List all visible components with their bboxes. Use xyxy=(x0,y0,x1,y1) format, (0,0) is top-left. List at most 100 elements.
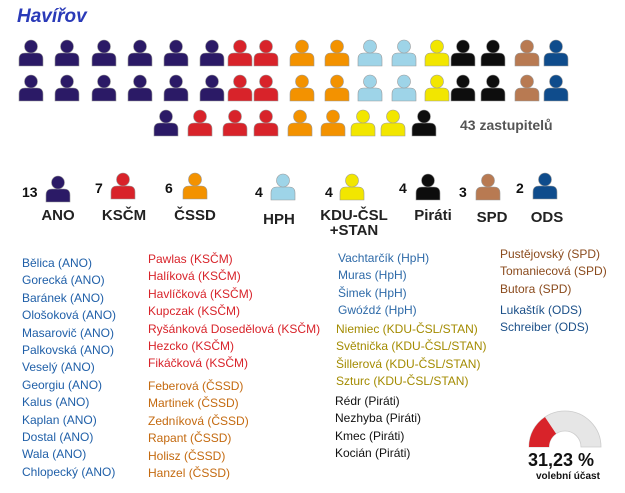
member-name: Gwóźdź (HpH) xyxy=(338,303,417,318)
member-name: Muras (HpH) xyxy=(338,268,407,283)
seat-ano-icon xyxy=(163,74,189,102)
legend-name-ods: ODS xyxy=(530,209,564,226)
legend-pirati-icon xyxy=(415,173,441,201)
member-name: Holisz (ČSSD) xyxy=(148,448,226,463)
legend-count-ods: 2 xyxy=(516,180,524,196)
legend-kdu-icon xyxy=(339,173,365,201)
legend-name-kscm: KSČM xyxy=(101,207,147,224)
seat-pirati-icon xyxy=(450,39,476,67)
legend-count-spd: 3 xyxy=(459,184,467,200)
seat-ano-icon xyxy=(199,74,225,102)
seat-kdu-icon xyxy=(424,39,450,67)
turnout-label: volební účast xyxy=(536,471,600,482)
member-list-kdu: Niemiec (KDU-ČSL/STAN) Světnička (KDU-ČSL… xyxy=(336,321,486,391)
member-name: Baránek (ANO) xyxy=(22,290,105,305)
legend-count-hph: 4 xyxy=(255,184,263,200)
legend-name-pirati: Piráti xyxy=(414,207,452,224)
legend-hph-icon xyxy=(270,173,296,201)
legend-name-hph: HPH xyxy=(263,211,295,228)
member-name: Szturc (KDU-ČSL/STAN) xyxy=(336,374,469,389)
seat-kdu-icon xyxy=(350,109,376,137)
legend-cssd-icon xyxy=(182,172,208,200)
seat-kdu-icon xyxy=(424,74,450,102)
legend-count-pirati: 4 xyxy=(399,180,407,196)
seat-hph-icon xyxy=(357,39,383,67)
legend-count-kdu: 4 xyxy=(325,184,333,200)
member-list-ods: Lukaštík (ODS) Schreiber (ODS) xyxy=(500,302,589,337)
member-name: Georgiu (ANO) xyxy=(22,377,103,392)
seat-pirati-icon xyxy=(450,74,476,102)
seat-kdu-icon xyxy=(380,109,406,137)
member-list-hph: Vachtarčík (HpH) Muras (HpH) Šimek (HpH) Gw… xyxy=(338,250,429,320)
seat-pirati-icon xyxy=(480,74,506,102)
legend-ano-icon xyxy=(45,175,71,203)
seat-kscm-icon xyxy=(253,39,279,67)
seat-ano-icon xyxy=(127,74,153,102)
seat-kscm-icon xyxy=(253,109,279,137)
seat-cssd-icon xyxy=(287,109,313,137)
member-name: Rapant (ČSSD) xyxy=(148,431,232,446)
member-name: Pustějovský (SPD) xyxy=(500,247,601,261)
member-name: Nezhyba (Piráti) xyxy=(335,411,422,426)
member-name: Schreiber (ODS) xyxy=(500,320,589,335)
legend-ods-icon xyxy=(532,172,558,200)
member-name: Veselý (ANO) xyxy=(22,360,95,375)
member-name: Šillerová (KDU-ČSL/STAN) xyxy=(336,356,481,371)
seat-ano-icon xyxy=(18,39,44,67)
legend-name-spd: SPD xyxy=(476,209,508,226)
seat-pirati-icon xyxy=(411,109,437,137)
member-name: Hanzel (ČSSD) xyxy=(148,466,231,481)
seat-kscm-icon xyxy=(227,74,253,102)
member-list-cssd: Feberová (ČSSD) Martinek (ČSSD) Zedníková … xyxy=(148,378,249,482)
turnout-gauge-fill xyxy=(529,417,557,447)
legend-name-kdu: KDU-ČSL +STAN xyxy=(320,207,388,239)
member-name: Palkovská (ANO) xyxy=(22,343,115,358)
seat-ano-icon xyxy=(54,39,80,67)
member-name: Šimek (HpH) xyxy=(338,285,407,300)
seat-cssd-icon xyxy=(324,74,350,102)
seat-pirati-icon xyxy=(480,39,506,67)
turnout-value: 31,23 % xyxy=(528,450,595,470)
seat-ano-icon xyxy=(127,39,153,67)
member-name: Martinek (ČSSD) xyxy=(148,396,239,411)
legend-count-ano: 13 xyxy=(22,184,38,200)
member-name: Lukaštík (ODS) xyxy=(500,303,583,317)
member-name: Butora (SPD) xyxy=(500,281,572,296)
member-name: Havlíčková (KSČM) xyxy=(148,286,253,301)
member-name: Masarovič (ANO) xyxy=(22,325,115,340)
member-name: Niemiec (KDU-ČSL/STAN) xyxy=(336,322,478,336)
seat-ano-icon xyxy=(199,39,225,67)
member-name: Bělica (ANO) xyxy=(22,256,93,270)
member-name: Wala (ANO) xyxy=(22,447,87,462)
legend-kscm-icon xyxy=(110,172,136,200)
city-title: Havířov xyxy=(17,6,87,27)
member-name: Kaplan (ANO) xyxy=(22,412,97,427)
seat-hph-icon xyxy=(391,74,417,102)
legend-spd-icon xyxy=(475,173,501,201)
member-name: Kupczak (KSČM) xyxy=(148,304,241,319)
seat-hph-icon xyxy=(391,39,417,67)
legend-name-ano: ANO xyxy=(41,207,75,224)
seat-cssd-icon xyxy=(289,39,315,67)
seat-kscm-icon xyxy=(222,109,248,137)
member-name: Vachtarčík (HpH) xyxy=(338,251,430,265)
member-name: Ryšánková Dosedělová (KSČM) xyxy=(148,321,321,336)
member-name: Feberová (ČSSD) xyxy=(148,379,244,393)
legend-count-cssd: 6 xyxy=(165,180,173,196)
seat-hph-icon xyxy=(357,74,383,102)
seat-spd-icon xyxy=(514,74,540,102)
seat-ano-icon xyxy=(163,39,189,67)
legend-count-kscm: 7 xyxy=(95,180,103,196)
seat-kscm-icon xyxy=(253,74,279,102)
member-name: Zedníková (ČSSD) xyxy=(148,413,249,428)
member-name: Tomaniecová (SPD) xyxy=(500,264,607,279)
seat-ods-icon xyxy=(543,39,569,67)
total-seats-label: 43 zastupitelů xyxy=(460,117,553,133)
member-name: Světnička (KDU-ČSL/STAN) xyxy=(336,339,487,354)
member-name: Ološoková (ANO) xyxy=(22,308,117,323)
member-name: Hezcko (KSČM) xyxy=(148,339,235,354)
seat-cssd-icon xyxy=(320,109,346,137)
